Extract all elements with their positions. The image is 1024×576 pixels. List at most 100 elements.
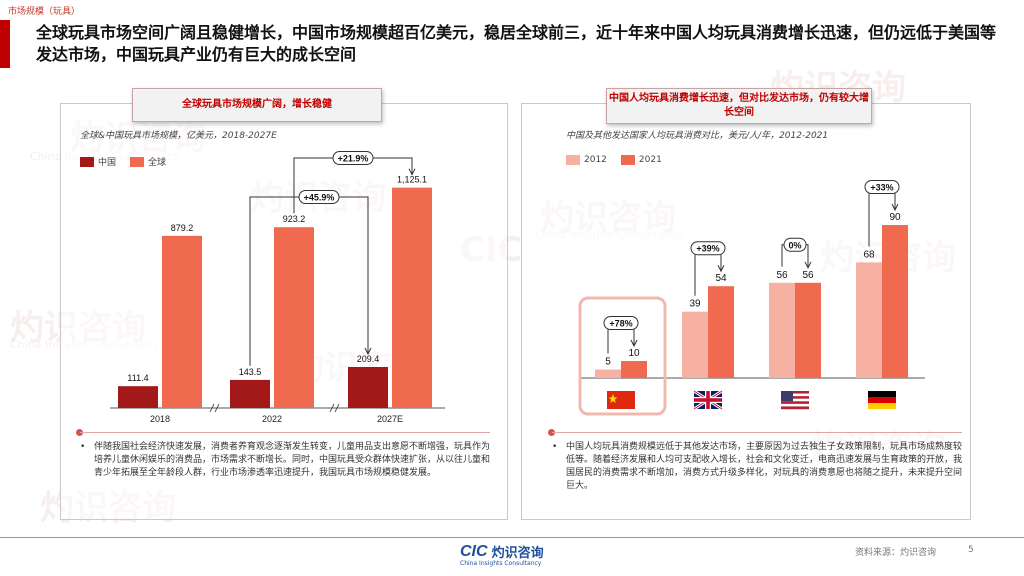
- left-panel-heading: 全球玩具市场规模广阔，增长稳健: [132, 88, 382, 122]
- accent-bar: [0, 20, 10, 68]
- usa-flag-stripe: [781, 403, 809, 407]
- usa-flag-stripe: [781, 406, 809, 410]
- usa-flag-stripe: [781, 396, 809, 399]
- legend-label: 2012: [584, 155, 607, 165]
- growth-global-label: +21.9%: [338, 154, 369, 164]
- bar-value-label: 1,125.1: [397, 175, 427, 185]
- left-chart-subtitle: 全球&中国玩具市场规模，亿美元，2018-2027E: [80, 131, 277, 141]
- bar-value-label: 56: [802, 270, 814, 281]
- x-tick-label: 2027E: [377, 414, 403, 424]
- growth-global-bubble: [332, 151, 374, 165]
- uk-flag-cross-red: [694, 398, 722, 402]
- bar-value-label: 209.4: [357, 354, 380, 364]
- bar-global: [274, 227, 314, 408]
- x-tick-label: 2018: [150, 414, 170, 424]
- usa-flag-canton: [781, 391, 793, 402]
- growth-arrowhead: [717, 264, 725, 273]
- bar-value-label: 90: [889, 212, 901, 223]
- bar-china: [230, 379, 270, 408]
- left-note-item: 伴随我国社会经济快速发展，消费者养育观念逐渐发生转变，儿童用品支出意愿不断增强，…: [80, 441, 490, 480]
- right-panel-heading: 中国人均玩具消费增长迅速，但对比发达市场，仍有较大增长空间: [606, 88, 872, 124]
- legend-item-global: 全球: [130, 155, 166, 168]
- bar-value-label: 143.5: [239, 367, 262, 377]
- growth-country-label: +33%: [870, 183, 893, 193]
- bar-value-label: 10: [628, 348, 640, 359]
- source-note: 资料来源：灼识咨询: [855, 548, 937, 558]
- growth-country-bubble: [690, 241, 726, 256]
- bar-2012: [682, 311, 708, 378]
- bar-value-label: 39: [689, 299, 701, 310]
- growth-arrowhead: [891, 203, 899, 212]
- logo-mark: CIC: [460, 542, 488, 560]
- germany-flag-icon: [868, 391, 896, 397]
- axis-break-mark: [329, 403, 335, 413]
- bar-2021: [882, 225, 908, 378]
- bar-value-label: 56: [776, 270, 788, 281]
- usa-flag-stripe: [781, 401, 809, 405]
- bar-value-label: 68: [863, 249, 875, 260]
- bar-global: [162, 235, 202, 408]
- bar-2021: [708, 286, 734, 378]
- bar-china: [118, 386, 158, 408]
- legend-swatch: [620, 155, 635, 165]
- bar-2012: [856, 262, 882, 378]
- china-highlight-frame: [578, 296, 667, 416]
- page-number: 5: [968, 545, 974, 555]
- legend-swatch: [566, 155, 580, 165]
- growth-china-bubble: [298, 190, 340, 204]
- left-notes: 伴随我国社会经济快速发展，消费者养育观念逐渐发生转变，儿童用品支出意愿不断增强，…: [80, 432, 490, 480]
- growth-country-label: 0%: [788, 240, 801, 250]
- bar-2012: [595, 369, 621, 378]
- axis-break-mark: [214, 403, 220, 413]
- bar-global: [392, 187, 432, 408]
- footer-logo: CIC 灼识咨询 China Insights Consultancy: [460, 542, 544, 568]
- growth-china-label: +45.9%: [304, 193, 335, 203]
- bar-value-label: 111.4: [127, 373, 148, 383]
- right-notes: 中国人均玩具消费规模远低于其他发达市场，主要原因为过去独生子女政策限制，玩具市场…: [552, 432, 962, 493]
- section-tag: 市场规模（玩具）: [8, 7, 81, 17]
- legend-label: 中国: [98, 158, 117, 168]
- growth-arrowhead: [630, 339, 638, 348]
- note-marker: [548, 429, 555, 436]
- page-title: 全球玩具市场空间广阔且稳健增长，中国市场规模超百亿美元，稳居全球前三，近十年来中…: [36, 23, 997, 64]
- right-chart-subtitle: 中国及其他发达国家人均玩具消费对比，美元/人/年，2012-2021: [566, 131, 829, 141]
- bar-2021: [795, 282, 821, 378]
- footer-divider: [0, 537, 1024, 538]
- bar-2021: [621, 361, 647, 378]
- growth-arrowhead: [408, 168, 416, 176]
- usa-flag-stripe: [781, 393, 809, 397]
- growth-country-bubble: [603, 316, 639, 330]
- bar-value-label: 879.2: [171, 223, 194, 233]
- china-flag-icon: [607, 391, 635, 409]
- bar-value-label: 5: [605, 357, 611, 368]
- legend-label: 2021: [638, 155, 662, 165]
- x-tick-label: 2022: [262, 414, 282, 424]
- germany-flag-stripe: [868, 403, 896, 409]
- bar-value-label: 923.2: [283, 214, 306, 224]
- note-marker: [76, 429, 83, 436]
- legend-swatch: [80, 156, 94, 167]
- axis-break-mark: [334, 403, 340, 413]
- legend-swatch: [130, 156, 145, 167]
- growth-country-bubble: [783, 237, 807, 252]
- growth-country-label: +78%: [609, 319, 632, 329]
- growth-country-bubble: [864, 180, 900, 194]
- growth-country-label: +39%: [696, 244, 719, 254]
- bar-2012: [769, 282, 795, 378]
- logo-name: 灼识咨询: [491, 546, 544, 561]
- legend-label: 全球: [148, 158, 167, 168]
- germany-flag-stripe: [868, 397, 896, 403]
- bar-value-label: 54: [715, 273, 727, 284]
- legend-item-2021: 2021: [620, 155, 662, 165]
- growth-arrowhead: [364, 347, 372, 356]
- usa-flag-icon: [781, 391, 809, 394]
- bar-china: [348, 366, 388, 408]
- legend-item-china: 中国: [80, 155, 116, 168]
- growth-arrowhead: [804, 261, 812, 269]
- china-flag-star: [608, 394, 618, 403]
- usa-flag-stripe: [781, 398, 809, 402]
- logo-sub: China Insights Consultancy: [460, 560, 542, 567]
- axis-break-mark: [209, 403, 215, 413]
- left-chart-legend: 中国 全球: [80, 155, 180, 168]
- legend-item-2012: 2012: [566, 155, 607, 165]
